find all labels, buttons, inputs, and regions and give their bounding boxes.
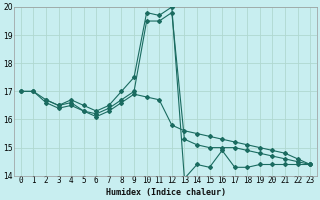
- X-axis label: Humidex (Indice chaleur): Humidex (Indice chaleur): [106, 188, 226, 197]
